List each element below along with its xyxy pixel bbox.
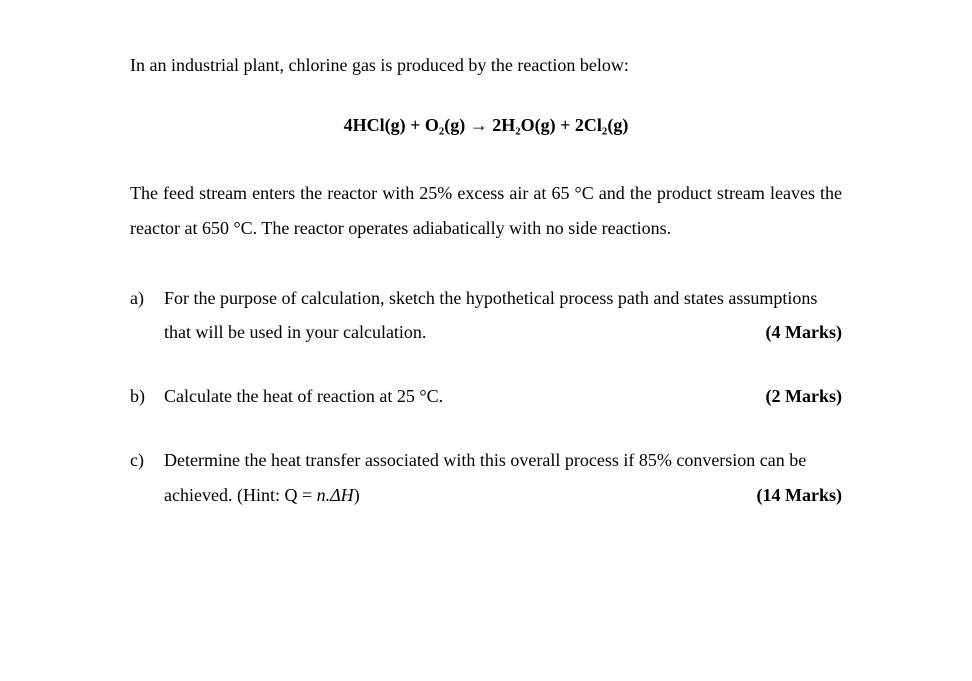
reaction-equation: 4HCl(g) + O₂(g) → 2H₂O(g) + 2Cl₂(g) (130, 108, 842, 142)
question-a-line2: that will be used in your calculation. (164, 322, 426, 342)
question-a: a) For the purpose of calculation, sketc… (130, 281, 842, 349)
question-c-line1: Determine the heat transfer associated w… (164, 450, 806, 470)
question-b-marks: (2 Marks) (766, 379, 842, 413)
page: In an industrial plant, chlorine gas is … (0, 0, 972, 681)
question-a-marks: (4 Marks) (766, 315, 842, 349)
question-b-label: b) (130, 379, 145, 413)
question-c: c) Determine the heat transfer associate… (130, 443, 842, 511)
question-a-label: a) (130, 281, 144, 315)
question-c-label: c) (130, 443, 144, 477)
question-b: b) Calculate the heat of reaction at 25 … (130, 379, 842, 413)
question-c-line2: achieved. (Hint: Q = n.ΔH) (164, 485, 360, 505)
question-list: a) For the purpose of calculation, sketc… (130, 281, 842, 512)
question-c-marks: (14 Marks) (757, 478, 842, 512)
intro-paragraph: In an industrial plant, chlorine gas is … (130, 48, 842, 82)
question-a-line1: For the purpose of calculation, sketch t… (164, 288, 817, 308)
question-b-text: Calculate the heat of reaction at 25 °C. (164, 386, 443, 406)
description-paragraph: The feed stream enters the reactor with … (130, 176, 842, 244)
